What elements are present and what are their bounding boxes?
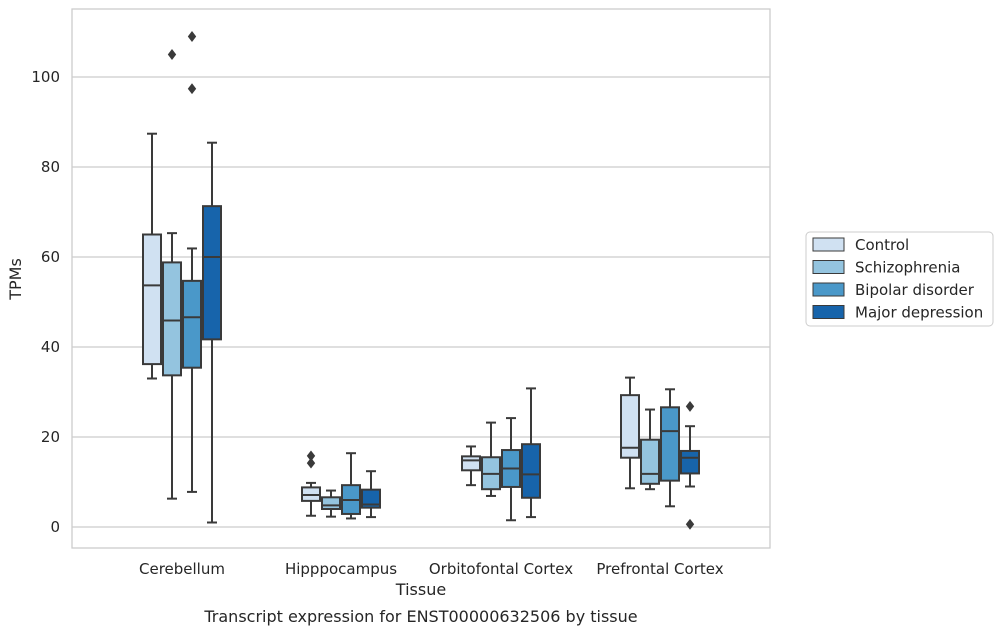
y-axis-label: TPMs (6, 258, 25, 301)
x-axis-label: Tissue (395, 580, 446, 599)
legend-label: Schizophrenia (855, 259, 960, 277)
y-axis-ticks: 0 20 40 60 80 100 (31, 68, 60, 536)
outlier-point (167, 49, 177, 60)
box (182, 279, 202, 369)
x-tick-label: Hipppocampus (285, 560, 397, 578)
box (162, 261, 182, 377)
box-group (321, 489, 341, 518)
box (660, 406, 680, 482)
box-group (162, 49, 182, 500)
legend-label: Bipolar disorder (855, 281, 975, 299)
box (142, 233, 162, 366)
box (461, 455, 481, 472)
legend-label: Major depression (855, 304, 983, 322)
box-group (620, 376, 640, 490)
y-tick-label: 60 (41, 248, 60, 266)
legend-frame (805, 231, 994, 327)
y-tick-label: 100 (31, 68, 60, 86)
outlier-point (685, 400, 695, 412)
box-group (521, 387, 541, 519)
box-group (182, 31, 202, 493)
box-group (640, 408, 660, 491)
box (620, 394, 640, 459)
legend-label: Control (855, 236, 909, 254)
box-group (501, 417, 521, 522)
outlier-point (187, 83, 197, 95)
x-tick-label: Cerebellum (139, 560, 225, 578)
outlier-point (187, 31, 197, 42)
box-group (461, 445, 481, 487)
legend-swatch (812, 260, 845, 274)
box (361, 488, 381, 509)
x-tick-label: Prefrontal Cortex (596, 560, 723, 578)
box (202, 205, 222, 341)
legend-swatch (812, 282, 845, 297)
outlier-point (306, 457, 316, 469)
box (680, 449, 700, 475)
y-tick-label: 20 (41, 428, 60, 446)
plot-frame (71, 8, 771, 549)
outlier-point (685, 518, 695, 530)
x-tick-label: Orbitofontal Cortex (429, 560, 573, 578)
box-group (301, 450, 321, 517)
x-axis-ticks: Cerebellum Hipppocampus Orbitofontal Corte… (139, 560, 724, 578)
y-tick-label: 0 (50, 518, 60, 536)
legend: Control Schizophrenia Bipolar disorder Majo… (805, 231, 994, 327)
box-group (680, 400, 700, 530)
chart-caption: Transcript expression for ENST0000063250… (203, 607, 637, 626)
box (521, 443, 541, 499)
box-series (142, 31, 700, 530)
box-group (660, 388, 680, 508)
outlier-point (306, 450, 316, 462)
legend-swatch (812, 237, 845, 252)
box-group (361, 470, 381, 519)
box (321, 496, 341, 510)
box-group (142, 132, 162, 380)
box (640, 438, 660, 485)
legend-swatch (812, 305, 845, 319)
y-tick-label: 80 (41, 158, 60, 176)
box-group (481, 421, 501, 497)
y-tick-label: 40 (41, 338, 60, 356)
box-group (202, 141, 222, 524)
box-group (341, 452, 361, 520)
